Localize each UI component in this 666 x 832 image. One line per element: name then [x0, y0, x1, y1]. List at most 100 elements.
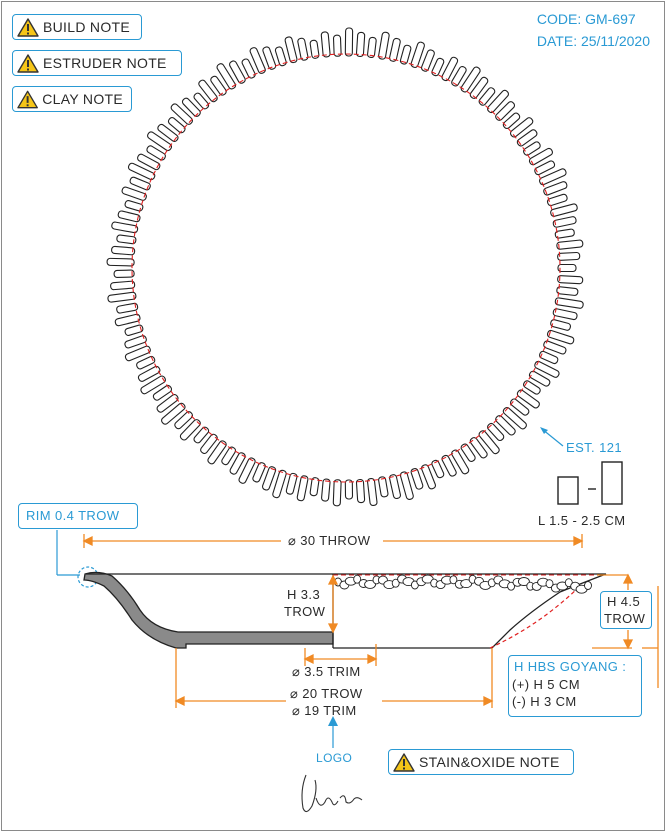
coil	[399, 44, 412, 65]
coil	[252, 462, 266, 483]
coil	[284, 36, 298, 64]
stain-oxide-note-button[interactable]: STAIN&OXIDE NOTE	[388, 749, 574, 775]
coil	[431, 57, 445, 77]
coil	[420, 464, 437, 490]
coil-long-sample	[601, 461, 623, 505]
coil	[543, 181, 568, 196]
coil	[200, 433, 218, 455]
build-note-label: BUILD NOTE	[43, 19, 131, 35]
coil	[502, 112, 521, 130]
coil	[344, 479, 354, 500]
logo-arrowhead	[328, 716, 338, 726]
coil	[502, 406, 527, 430]
coil	[460, 66, 481, 93]
coil	[378, 476, 389, 498]
coil	[179, 419, 201, 441]
coil	[478, 87, 496, 106]
coil	[516, 389, 540, 409]
coil	[487, 422, 505, 442]
coil	[538, 350, 559, 365]
coil	[152, 384, 173, 401]
coil	[523, 380, 541, 395]
logo-label: LOGO	[316, 751, 353, 765]
height-left-label-1: H 3.3	[287, 587, 321, 602]
coil	[543, 340, 567, 355]
coil	[378, 31, 390, 60]
diameter-throw-label: ⌀ 30 THROW	[286, 533, 373, 549]
coil	[136, 355, 156, 370]
coil	[552, 308, 578, 321]
coil	[193, 426, 210, 444]
coil-ring	[106, 27, 584, 507]
coil	[216, 63, 237, 90]
coil	[355, 31, 366, 57]
coil	[157, 123, 179, 143]
coil	[161, 402, 186, 425]
coil	[389, 474, 402, 500]
coil	[198, 79, 218, 103]
coil	[137, 153, 161, 171]
coil	[285, 472, 298, 495]
coil	[550, 319, 572, 331]
coil	[509, 117, 534, 138]
rim-callout-box	[18, 503, 138, 529]
coil	[238, 457, 256, 484]
coil	[127, 162, 156, 181]
section-coil	[584, 581, 592, 590]
estruder-note-button[interactable]: ESTRUDER NOTE	[12, 50, 182, 76]
coil	[410, 41, 425, 68]
coil	[495, 101, 516, 121]
coil	[249, 47, 266, 74]
drawing-meta: CODE: GM-697 DATE: 25/11/2020	[537, 8, 650, 52]
coil	[116, 234, 137, 245]
coil	[469, 437, 488, 459]
section-coil	[364, 579, 377, 589]
coil	[297, 37, 309, 61]
base-trow-label: ⌀ 20 TROW	[290, 686, 363, 701]
coil	[116, 302, 139, 314]
coil	[487, 89, 510, 114]
coil	[107, 291, 137, 303]
coil	[309, 39, 320, 59]
coil	[274, 46, 287, 67]
coil	[124, 335, 147, 349]
coil	[111, 245, 136, 256]
coil	[441, 454, 457, 477]
coil	[309, 477, 320, 497]
plate-section-left	[83, 571, 334, 649]
stain-oxide-note-label: STAIN&OXIDE NOTE	[419, 754, 560, 770]
coil	[296, 475, 309, 502]
clay-note-button[interactable]: CLAY NOTE	[12, 86, 132, 112]
coil	[344, 27, 354, 57]
coil	[124, 324, 144, 336]
coil	[167, 117, 186, 134]
section-coil	[545, 579, 554, 589]
coil-short-sample	[557, 476, 579, 505]
est-arrowhead	[540, 427, 548, 434]
plate-outline-right	[333, 573, 607, 649]
coil	[516, 129, 538, 147]
height-right-label-1: H 4.5	[607, 594, 641, 609]
coil	[262, 46, 277, 70]
coil	[355, 479, 366, 504]
height-right-label-2: TROW	[604, 611, 646, 626]
coil	[170, 103, 194, 125]
hbs-box	[508, 655, 642, 717]
section-coil	[507, 581, 516, 591]
rim-label: RIM 0.4 TROW	[26, 508, 120, 523]
height-right-box	[600, 591, 652, 629]
coil	[460, 443, 476, 462]
coil	[156, 393, 179, 413]
coil	[147, 131, 173, 152]
section-coil	[353, 574, 362, 584]
coil	[241, 58, 256, 79]
coil	[557, 251, 581, 261]
build-note-button[interactable]: BUILD NOTE	[12, 14, 142, 40]
coil	[111, 221, 139, 234]
warning-icon	[17, 90, 38, 108]
hbs-minus-label: (-) H 3 CM	[512, 694, 577, 709]
coil	[181, 97, 201, 117]
coil	[367, 36, 377, 59]
